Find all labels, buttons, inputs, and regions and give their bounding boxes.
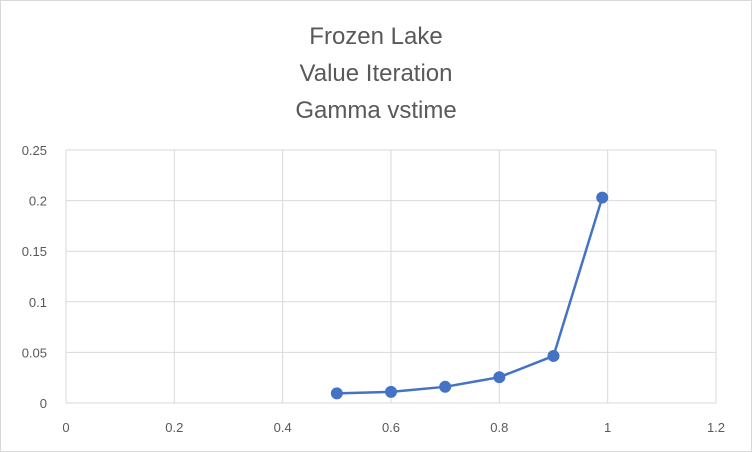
chart-title: Frozen Lake Value Iteration Gamma vstime — [0, 18, 752, 129]
y-tick-label: 0.2 — [29, 194, 47, 209]
x-tick-label: 1.2 — [707, 420, 725, 435]
gridlines — [65, 149, 717, 404]
tick-labels: 0 0.2 0.4 0.6 0.8 1 1.2 0 0.05 0.1 0.15 0.2 0.25 — [22, 143, 725, 435]
chart-title-line-1: Frozen Lake — [309, 23, 443, 50]
x-tick-label: 0 — [62, 420, 69, 435]
x-tick-label: 1 — [604, 420, 611, 435]
x-tick-label: 0.4 — [274, 420, 292, 435]
chart-title-line-3: Gamma vstime — [295, 97, 457, 124]
data-point — [596, 191, 609, 204]
data-point — [439, 380, 452, 393]
x-tick-label: 0.8 — [490, 420, 508, 435]
y-tick-label: 0.15 — [22, 244, 47, 259]
data-point — [385, 385, 397, 398]
y-tick-label: 0 — [40, 396, 47, 411]
y-tick-label: 0.05 — [22, 345, 47, 360]
data-point — [330, 387, 343, 400]
data-point — [547, 349, 560, 362]
data-series — [330, 191, 609, 400]
series-line — [336, 197, 604, 395]
chart-title-line-2: Value Iteration — [299, 60, 453, 87]
x-tick-label: 0.6 — [382, 420, 400, 435]
y-tick-label: 0.25 — [22, 143, 47, 158]
y-tick-label: 0.1 — [29, 295, 47, 310]
x-tick-label: 0.2 — [165, 420, 183, 435]
data-point — [493, 371, 506, 384]
